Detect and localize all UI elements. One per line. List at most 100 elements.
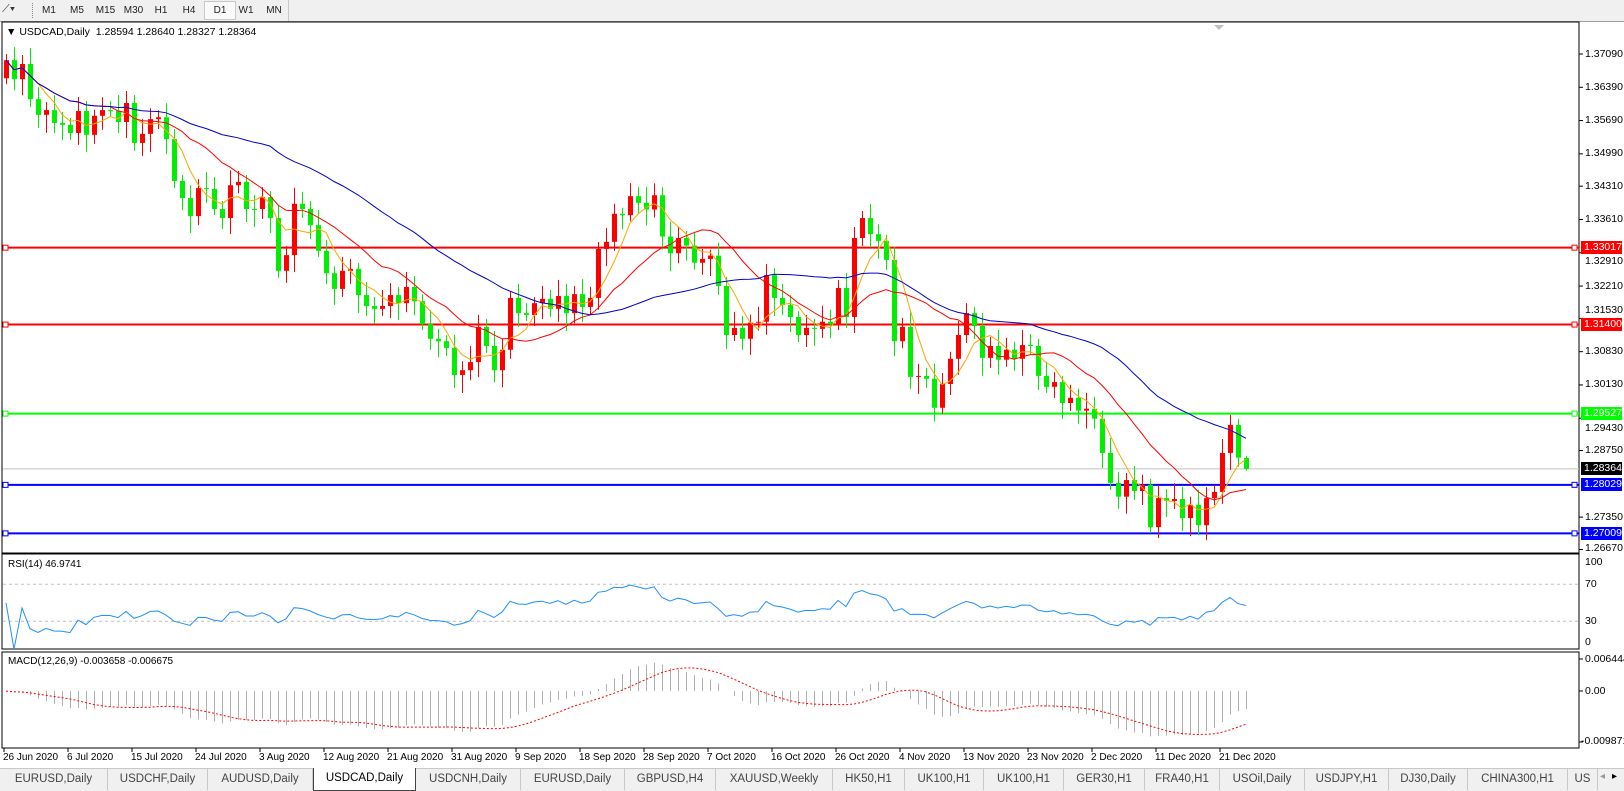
tab-usdchf-daily[interactable]: USDCHF,Daily [108,769,208,790]
tab-gbpusd-h4[interactable]: GBPUSD,H4 [625,769,716,790]
tab-eurusd-daily[interactable]: EURUSD,Daily [521,769,625,790]
timeframe-m30[interactable]: M30 [123,5,144,16]
tab-scroll-right-icon[interactable]: ▸ [1612,771,1618,782]
tab-china300-h1[interactable]: CHINA300,H1 [1468,769,1568,790]
candle-bearish [180,180,185,199]
tab-us[interactable]: US [1568,769,1598,790]
tab-usdjpy-h1[interactable]: USDJPY,H1 [1305,769,1389,790]
candle-bearish [1092,408,1097,419]
toolbar-grip[interactable] [32,3,35,18]
tab-usdcad-daily[interactable]: USDCAD,Daily [313,768,416,791]
date-label: 24 Jul 2020 [195,752,247,763]
level-price-label: 1.28029 [1581,478,1622,492]
tab-ger30-h1[interactable]: GER30,H1 [1064,769,1145,790]
candle-bearish [268,197,273,219]
timeframe-h1[interactable]: H1 [154,5,168,16]
candle-bearish [1132,480,1137,491]
candle-bearish [444,341,449,348]
level-anchor-right [1571,321,1578,328]
candle-bearish [244,181,249,210]
candle-bullish [1204,498,1209,526]
current-price-label: 1.28364 [1581,462,1622,476]
main-panel-border [1,21,1580,554]
tab-scroll-left-icon[interactable]: ◂ [1600,771,1606,782]
candle-bearish [484,326,489,346]
candle-bearish [524,313,529,316]
candle-bearish [828,321,833,325]
candle-bearish [1236,424,1241,458]
tab-xauusd-weekly[interactable]: XAUUSD,Weekly [716,769,833,790]
tab-hk50-h1[interactable]: HK50,H1 [833,769,905,790]
candle-bearish [324,250,329,274]
candle-bearish [908,326,913,377]
tab-uk100-h1[interactable]: UK100,H1 [984,769,1064,790]
tab-eurusd-daily[interactable]: EURUSD,Daily [0,769,108,790]
ohlc-values: 1.28594 1.28640 1.28327 1.28364 [95,26,257,38]
candle-bullish [628,196,633,216]
candle-bullish [140,133,145,143]
candle-bullish [1172,499,1177,501]
timeframe-m5[interactable]: M5 [70,5,84,16]
candle-bearish [1036,345,1041,376]
price-tick-label: 1.32910 [1585,255,1623,268]
timeframe-w1[interactable]: W1 [238,5,254,16]
candle-bullish [804,327,809,336]
level-anchor-left [2,321,9,328]
timeframe-mn[interactable]: MN [266,5,282,16]
candle-bullish [676,238,681,254]
line-tool-icon[interactable]: ⟋▾ [2,3,16,15]
candle-bearish [1028,345,1033,347]
price-tick-label: 1.36390 [1585,80,1623,93]
price-tick-label: 1.32210 [1585,279,1623,292]
chart-shift-marker[interactable] [1214,25,1224,30]
candle-bearish [204,188,209,190]
candle-bullish [836,287,841,325]
candle-bullish [1052,382,1057,387]
timeframe-m15[interactable]: M15 [95,5,116,16]
candle-bullish [1188,504,1193,519]
price-tick-label: 1.37090 [1585,47,1623,60]
tab-usoil-daily[interactable]: USOil,Daily [1220,769,1305,790]
candle-bullish [1004,349,1009,360]
rsi-line [5,584,1247,650]
tab-usdcnh-daily[interactable]: USDCNH,Daily [416,769,521,790]
candle-bullish [44,110,49,115]
level-anchor-right [1571,481,1578,488]
collapse-triangle-icon[interactable]: ▼ [6,26,17,38]
candle-bearish [684,238,689,246]
price-tick-label: 1.30130 [1585,378,1623,391]
date-label: 23 Nov 2020 [1027,752,1084,763]
date-label: 28 Sep 2020 [643,752,700,763]
rsi-tick-70: 70 [1585,578,1597,590]
date-label: 31 Aug 2020 [451,752,508,763]
candle-bearish [1164,498,1169,501]
timeframe-h4[interactable]: H4 [182,5,196,16]
price-tick-label: 1.31530 [1585,303,1623,316]
candle-bullish [1228,424,1233,453]
candle-bearish [36,99,41,115]
candle-bearish [420,301,425,325]
timeframe-m1[interactable]: M1 [42,5,56,16]
timeframe-d1[interactable]: D1 [204,1,236,20]
candle-bullish [532,303,537,316]
tab-uk100-h1[interactable]: UK100,H1 [905,769,984,790]
candle-bearish [716,255,721,287]
tab-dj30-daily[interactable]: DJ30,Daily [1389,769,1468,790]
candle-bullish [148,119,153,134]
level-anchor-left [2,410,9,417]
tab-audusd-daily[interactable]: AUDUSD,Daily [208,769,313,790]
candle-bearish [996,345,1001,360]
candle-bullish [388,295,393,307]
candle-bearish [356,268,361,296]
price-tick-label: 1.26670 [1585,541,1623,554]
rsi-tick-30: 30 [1585,615,1597,627]
candle-bearish [220,209,225,219]
candle-bearish [60,122,65,125]
candle-bullish [916,375,921,377]
candle-bearish [212,189,217,210]
tab-fra40-h1[interactable]: FRA40,H1 [1145,769,1220,790]
candle-bullish [900,326,905,342]
candle-bearish [84,111,89,135]
candle-bearish [636,196,641,203]
